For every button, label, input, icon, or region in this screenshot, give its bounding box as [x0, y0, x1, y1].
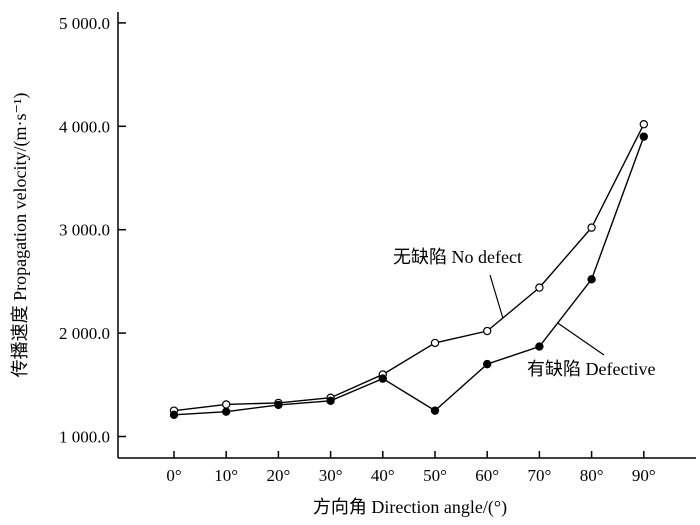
data-point-no-defect	[639, 120, 649, 129]
y-tick-label: 3 000.0	[59, 221, 110, 240]
x-tick-label: 20°	[266, 466, 290, 485]
x-tick-label: 0°	[166, 466, 181, 485]
x-ticks: 0° 10° 20° 30° 40° 50° 60° 70° 80° 90°	[166, 451, 656, 485]
data-point-defective	[378, 374, 387, 383]
data-point-defective	[587, 275, 596, 284]
data-point-defective	[274, 400, 283, 410]
x-tick-label: 50°	[423, 466, 447, 485]
annotation-layer: 无缺陷 No defect 有缺陷 Defective	[393, 247, 655, 379]
x-tick-label: 30°	[319, 466, 343, 485]
annotation-no-defect: 无缺陷 No defect	[393, 247, 522, 267]
x-axis-label: 方向角 Direction angle/(°)	[313, 497, 507, 518]
y-ticks: 1 000.0 2 000.0 3 000.0 4 000.0 5 000.0	[59, 14, 126, 447]
data-point-defective	[169, 410, 179, 419]
data-point-no-defect	[430, 338, 440, 348]
x-tick-label: 70°	[527, 466, 551, 485]
annotation-leader-defective	[557, 322, 605, 356]
data-point-defective	[326, 396, 335, 406]
data-point-defective	[430, 406, 440, 415]
annotation-leader-no-defect	[489, 274, 504, 319]
data-point-no-defect	[587, 223, 596, 232]
data-point-no-defect	[221, 400, 231, 409]
data-point-defective	[639, 132, 649, 141]
x-tick-label: 80°	[580, 466, 604, 485]
x-tick-label: 90°	[632, 466, 656, 485]
data-point-defective	[221, 407, 231, 416]
annotation-defective: 有缺陷 Defective	[527, 359, 655, 379]
x-tick-label: 40°	[371, 466, 395, 485]
y-tick-label: 2 000.0	[59, 324, 110, 343]
data-point-no-defect	[483, 326, 492, 336]
series-line-defective	[173, 136, 645, 416]
y-tick-label: 4 000.0	[59, 117, 110, 136]
axes	[117, 12, 696, 459]
x-tick-label: 60°	[475, 466, 499, 485]
data-point-defective	[483, 359, 492, 369]
data-point-no-defect	[535, 283, 544, 292]
x-tick-label: 10°	[214, 466, 238, 485]
y-tick-label: 5 000.0	[59, 14, 110, 33]
series-line-no-defect	[173, 123, 645, 412]
series-layer	[169, 120, 649, 419]
y-tick-label: 1 000.0	[59, 428, 110, 447]
y-axis-label: 传播速度 Propagation velocity/(m·s⁻¹)	[10, 93, 31, 378]
data-point-defective	[535, 342, 544, 351]
